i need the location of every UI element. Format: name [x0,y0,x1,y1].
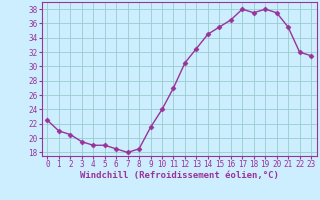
X-axis label: Windchill (Refroidissement éolien,°C): Windchill (Refroidissement éolien,°C) [80,171,279,180]
